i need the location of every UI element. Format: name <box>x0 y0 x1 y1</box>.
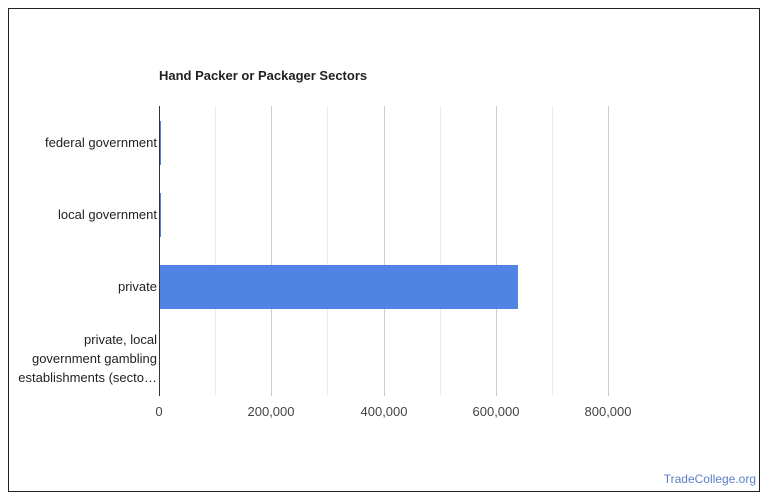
x-tick-label: 600,000 <box>472 404 520 419</box>
category-label-private: private <box>117 279 157 294</box>
x-tick-label: 800,000 <box>584 404 632 419</box>
bar-local-government[interactable] <box>160 193 161 237</box>
category-label-gambling: private, local government gambling estab… <box>7 330 157 387</box>
x-tick-label: 200,000 <box>247 404 295 419</box>
category-label-line: private, local <box>84 332 157 347</box>
gridline-minor <box>552 106 553 396</box>
plot-area <box>159 106 609 396</box>
gridline-200k <box>271 106 272 396</box>
bar-private[interactable] <box>160 265 518 309</box>
y-axis-line <box>159 106 160 396</box>
x-tick-label: 0 <box>155 404 163 419</box>
category-label-line: establishments (secto… <box>18 370 157 385</box>
chart-title: Hand Packer or Packager Sectors <box>159 68 368 83</box>
source-credit-link[interactable]: TradeCollege.org <box>663 472 756 486</box>
x-tick-label: 400,000 <box>360 404 408 419</box>
gridline-400k <box>384 106 385 396</box>
category-label-line: government gambling <box>31 351 157 366</box>
category-label-local-government: local government <box>58 207 157 222</box>
gridline-minor <box>215 106 216 396</box>
category-label-federal-government: federal government <box>44 135 157 150</box>
gridline-minor <box>327 106 328 396</box>
bar-federal-government[interactable] <box>160 121 161 165</box>
gridline-800k <box>608 106 609 396</box>
gridline-minor <box>440 106 441 396</box>
gridline-600k <box>496 106 497 396</box>
